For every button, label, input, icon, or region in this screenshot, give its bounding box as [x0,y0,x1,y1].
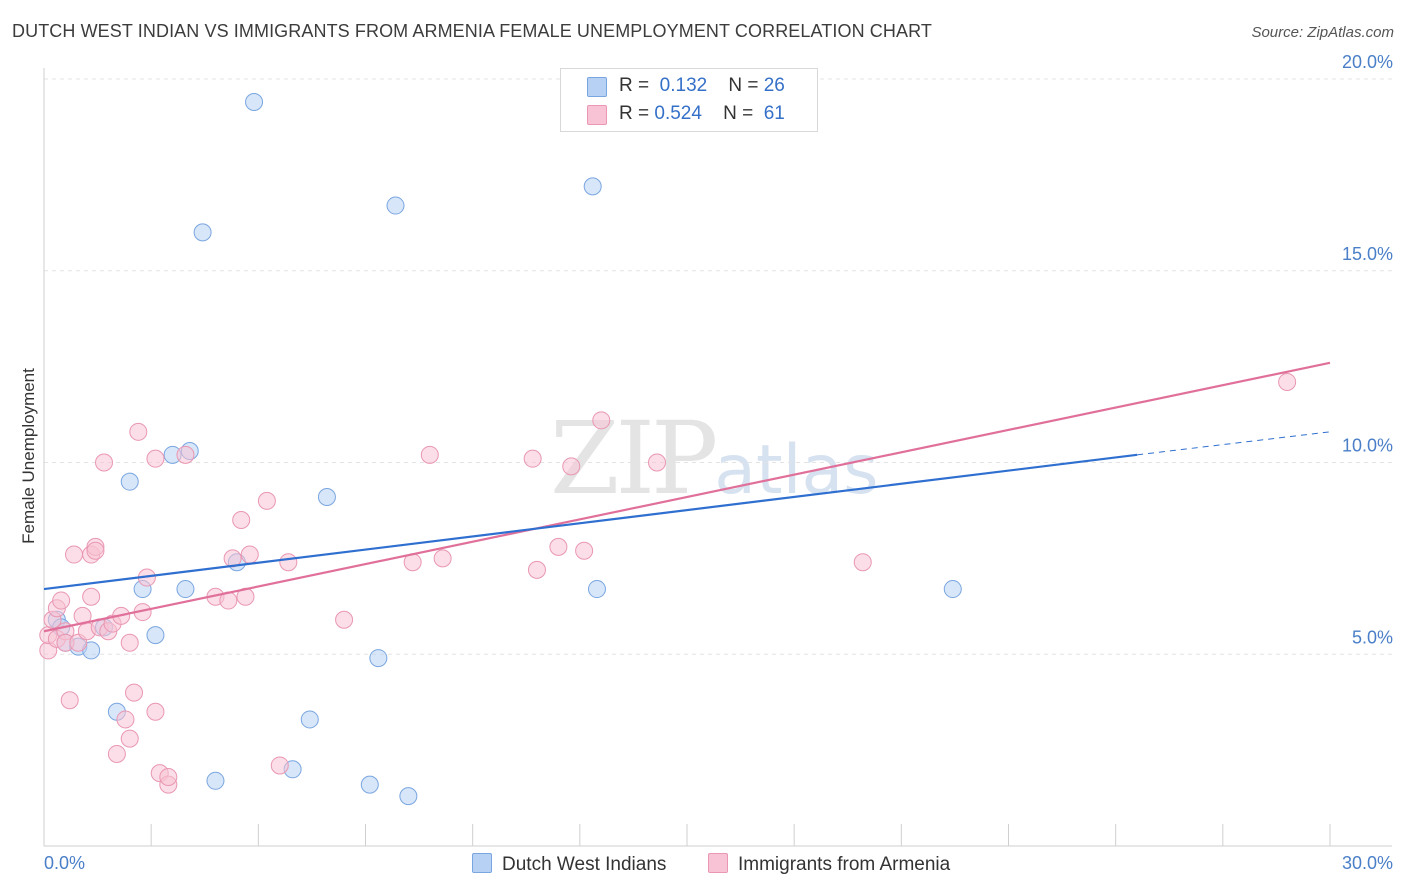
dutch-west-indians-point-19 [317,488,336,507]
armenia-immigrants-point-42 [257,491,276,510]
armenia-immigrants-point-21 [107,744,126,763]
y-tick-label-10: 10.0% [1342,436,1393,456]
armenia-immigrants-point-14 [82,587,101,606]
x-axis-ticks [150,824,1331,846]
dutch-west-indians-point-13 [193,223,212,242]
watermark: ZIPatlas [550,400,879,517]
armenia-immigrants-point-57 [1278,372,1297,391]
legend-swatch-blue [587,77,607,97]
dutch-west-indians-point-14 [206,771,225,790]
x-tick-label-min: 0.0% [44,853,85,873]
chart-title: DUTCH WEST INDIAN VS IMMIGRANTS FROM ARM… [12,21,932,41]
dutch-west-indians-point-25 [587,580,606,599]
y-tick-label-20: 20.0% [1342,52,1393,72]
bottom-legend-label-pink: Immigrants from Armenia [738,854,951,875]
dutch-west-indians-trend-extension [1137,431,1331,456]
armenia-immigrants-point-55 [647,453,666,472]
armenia-immigrants-trend-line [43,361,1331,633]
dutch-west-indians-point-26 [943,580,962,599]
y-axis-label: Female Unemployment [19,368,38,544]
dutch-west-indians-point-20 [360,775,379,794]
trend-lines [43,361,1331,633]
legend-swatch-pink [587,105,607,125]
dutch-west-indians-point-9 [146,626,165,645]
correlation-legend: R = 0.132 N = 26 R = 0.524 N = 61 [560,68,818,132]
armenia-immigrants-point-54 [592,411,611,430]
bottom-legend-armenia-immigrants: Immigrants from Armenia [708,853,950,876]
armenia-immigrants-point-8 [60,691,79,710]
dutch-west-indians-point-7 [120,472,139,491]
armenia-immigrants-point-43 [270,756,289,775]
armenia-immigrants-point-49 [523,449,542,468]
dutch-west-indians-point-21 [369,649,388,668]
dutch-west-indians-trend-line [43,453,1138,591]
armenia-immigrants-point-30 [146,702,165,721]
dutch-west-indians-point-24 [583,177,602,196]
gridlines [44,78,1392,655]
armenia-immigrants-point-47 [420,445,439,464]
dutch-west-indians-point-11 [176,580,195,599]
armenia-immigrants-point-48 [433,549,452,568]
armenia-immigrants-point-53 [575,541,594,560]
armenia-immigrants-point-27 [129,422,148,441]
armenia-immigrants-point-34 [159,767,178,786]
armenia-immigrants-point-52 [562,457,581,476]
source-credit: Source: ZipAtlas.com [1251,24,1394,41]
y-tick-label-15: 15.0% [1342,244,1393,264]
armenia-immigrants-point-5 [52,591,71,610]
armenia-immigrants-point-44 [279,553,298,572]
legend-stats-blue: R = 0.132 N = 26 [619,75,785,96]
dutch-west-indians-point-23 [399,787,418,806]
armenia-immigrants-points [39,372,1297,794]
dutch-west-indians-point-22 [386,196,405,215]
bottom-legend-dutch-west-indians: Dutch West Indians [472,853,666,876]
dutch-west-indians-point-16 [245,93,264,112]
dutch-west-indians-point-18 [300,710,319,729]
y-tick-label-5: 5.0% [1352,627,1393,647]
armenia-immigrants-point-16 [86,541,105,560]
armenia-immigrants-point-25 [120,633,139,652]
legend-stats-pink: R = 0.524 N = 61 [619,103,785,124]
armenia-immigrants-point-23 [116,710,135,729]
armenia-immigrants-point-45 [335,610,354,629]
armenia-immigrants-point-18 [95,453,114,472]
armenia-immigrants-point-35 [176,445,195,464]
bottom-legend-label-blue: Dutch West Indians [502,854,667,875]
armenia-immigrants-point-31 [146,449,165,468]
bottom-legend-swatch-blue [472,853,492,873]
watermark-zip: ZIP [550,400,718,517]
bottom-legend-swatch-pink [708,853,728,873]
armenia-immigrants-point-50 [527,560,546,579]
y-axis-tick-labels: 5.0% 10.0% 15.0% 20.0% [1342,52,1393,647]
axes [43,68,1392,847]
armenia-immigrants-point-51 [549,537,568,556]
armenia-immigrants-point-56 [853,553,872,572]
armenia-immigrants-point-41 [240,545,259,564]
armenia-immigrants-point-24 [120,729,139,748]
armenia-immigrants-point-26 [125,683,144,702]
x-tick-label-max: 30.0% [1342,853,1393,873]
armenia-immigrants-point-9 [65,545,84,564]
armenia-immigrants-point-39 [232,511,251,530]
